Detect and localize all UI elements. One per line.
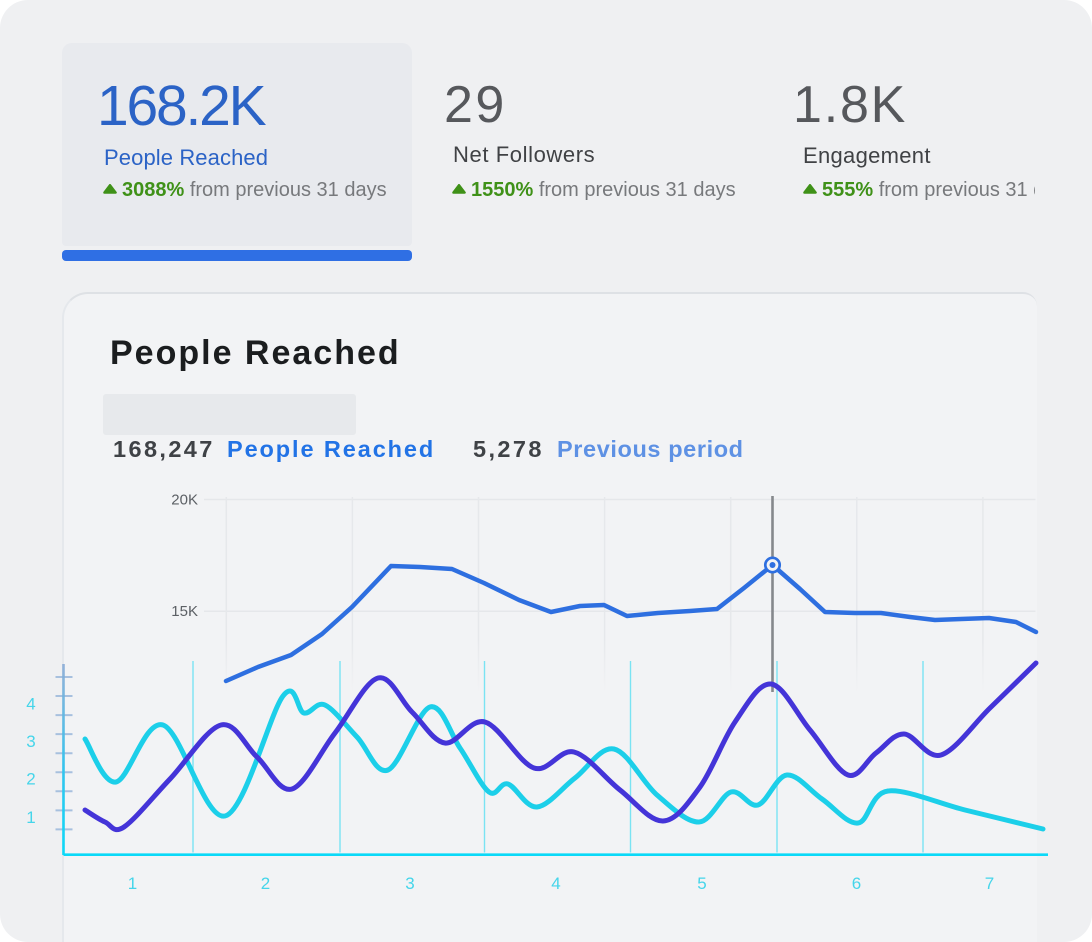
svg-text:6: 6 bbox=[852, 874, 861, 893]
svg-text:7: 7 bbox=[985, 874, 994, 893]
svg-text:2: 2 bbox=[26, 770, 35, 789]
svg-text:2: 2 bbox=[261, 874, 270, 893]
svg-text:1: 1 bbox=[26, 808, 35, 827]
svg-text:5: 5 bbox=[697, 874, 706, 893]
svg-text:4: 4 bbox=[26, 695, 35, 714]
svg-text:1: 1 bbox=[128, 874, 137, 893]
svg-text:15K: 15K bbox=[171, 603, 198, 620]
svg-text:20K: 20K bbox=[171, 492, 198, 509]
svg-text:3: 3 bbox=[405, 874, 414, 893]
svg-text:4: 4 bbox=[551, 874, 560, 893]
svg-text:3: 3 bbox=[26, 732, 35, 751]
